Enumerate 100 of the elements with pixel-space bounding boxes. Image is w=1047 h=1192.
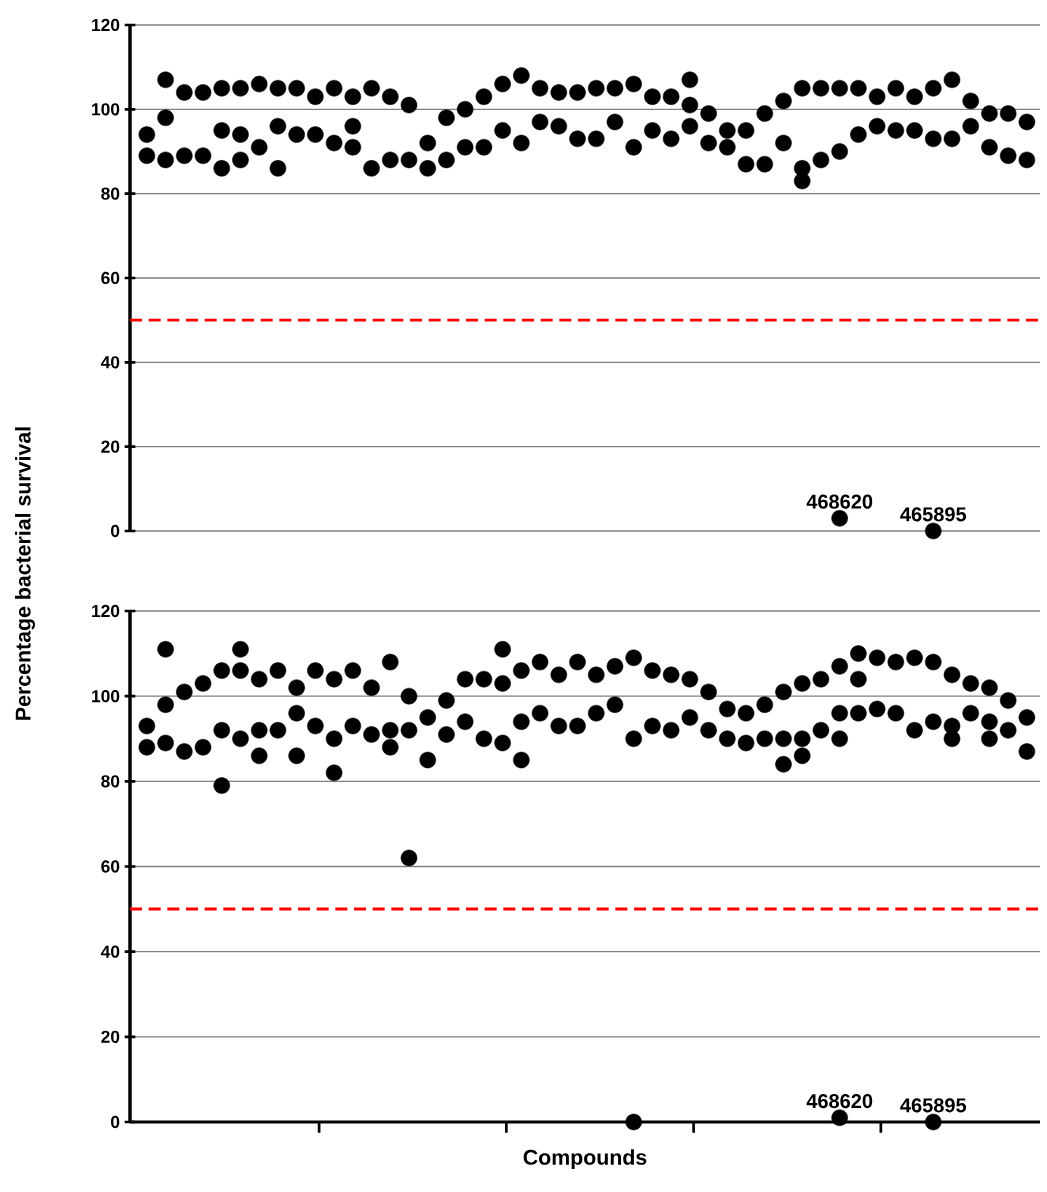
y-tick-label: 20	[101, 440, 120, 453]
point	[569, 130, 586, 148]
point	[157, 151, 174, 169]
point	[943, 130, 961, 148]
point	[138, 126, 156, 143]
point	[550, 117, 568, 135]
point	[269, 117, 287, 135]
point	[400, 849, 418, 867]
point	[662, 666, 680, 684]
point	[906, 122, 923, 139]
point	[662, 88, 680, 105]
point	[793, 730, 811, 748]
point	[625, 139, 642, 156]
point	[494, 734, 511, 752]
point	[943, 666, 961, 684]
point	[681, 670, 699, 688]
point	[494, 75, 511, 93]
point	[775, 730, 792, 748]
point	[1018, 743, 1036, 760]
point	[176, 84, 193, 101]
y-tick-label: 120	[92, 18, 120, 32]
point	[812, 151, 830, 169]
point	[213, 160, 231, 177]
point	[887, 653, 905, 671]
point	[775, 683, 792, 701]
annotation: 465895	[900, 507, 967, 522]
point	[606, 79, 624, 97]
point	[456, 139, 474, 156]
point	[850, 704, 867, 722]
point	[250, 721, 268, 739]
point	[157, 696, 174, 713]
point	[157, 641, 174, 658]
point	[456, 670, 474, 688]
point	[831, 79, 848, 97]
point	[307, 662, 324, 679]
point	[981, 679, 998, 696]
point	[513, 662, 530, 679]
point	[382, 151, 399, 169]
point	[999, 147, 1017, 164]
point	[737, 155, 755, 173]
point	[850, 79, 867, 97]
point	[269, 79, 287, 97]
point	[176, 683, 193, 701]
y-tick-label: 0	[111, 524, 120, 538]
point	[194, 84, 212, 101]
point	[213, 777, 231, 794]
point	[288, 79, 305, 97]
point	[232, 662, 249, 679]
point	[194, 147, 212, 164]
point	[962, 704, 979, 722]
point	[419, 709, 436, 726]
point	[925, 713, 942, 730]
point	[700, 134, 717, 152]
y-tick-label: 100	[92, 690, 120, 703]
point	[325, 764, 343, 782]
point	[531, 704, 549, 722]
point	[438, 726, 455, 743]
point	[269, 662, 287, 679]
point	[288, 704, 305, 722]
point	[307, 126, 324, 143]
point	[662, 721, 680, 739]
point	[681, 117, 699, 135]
point	[887, 79, 905, 97]
point	[925, 522, 942, 540]
point	[176, 743, 193, 760]
point	[681, 709, 699, 726]
point	[981, 730, 998, 748]
point	[513, 67, 530, 84]
point	[550, 666, 568, 684]
point	[194, 675, 212, 692]
point	[475, 670, 493, 688]
point	[962, 117, 979, 135]
point	[831, 1109, 848, 1127]
point	[737, 734, 755, 752]
point	[513, 713, 530, 730]
point	[419, 134, 436, 152]
point	[157, 71, 174, 89]
point	[831, 730, 848, 748]
point	[719, 700, 736, 718]
point	[962, 675, 979, 692]
point	[344, 717, 362, 735]
point	[625, 730, 642, 748]
annotation: 468620	[806, 1093, 873, 1109]
point	[232, 126, 249, 143]
point	[344, 117, 362, 135]
point	[587, 666, 605, 684]
point	[925, 1113, 942, 1131]
y-tick-label: 80	[101, 187, 120, 200]
point	[269, 160, 287, 177]
point	[232, 730, 249, 748]
point	[906, 88, 923, 105]
point	[756, 155, 774, 173]
point	[756, 105, 774, 122]
point	[644, 662, 661, 679]
point	[307, 717, 324, 735]
point	[775, 92, 792, 110]
point	[756, 730, 774, 748]
y-tick-label: 60	[101, 271, 120, 285]
point	[719, 122, 736, 139]
point	[925, 653, 942, 671]
